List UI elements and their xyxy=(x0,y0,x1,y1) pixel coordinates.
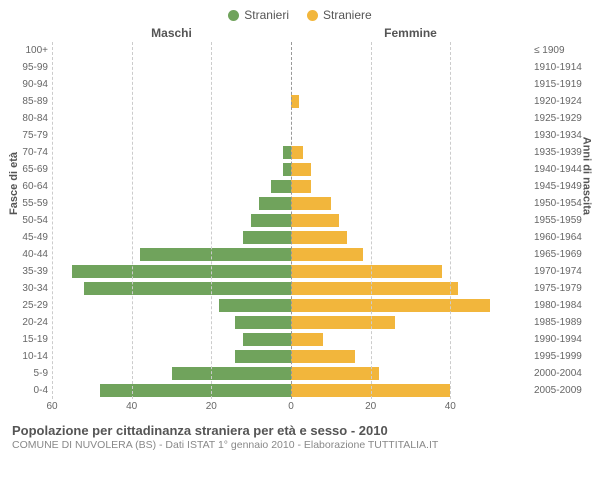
bar-female xyxy=(291,163,311,176)
bar-female xyxy=(291,231,347,244)
age-group-label: 5-9 xyxy=(10,365,48,382)
bar-female xyxy=(291,180,311,193)
y-axis-label-left: Fasce di età xyxy=(8,152,20,215)
x-tick-label: 20 xyxy=(365,401,376,412)
population-pyramid-chart: Stranieri Straniere Maschi Femmine Fasce… xyxy=(0,0,600,459)
birth-year-label: 1960-1964 xyxy=(534,229,590,246)
birth-year-label: 1980-1984 xyxy=(534,297,590,314)
chart-subtitle: COMUNE DI NUVOLERA (BS) - Dati ISTAT 1° … xyxy=(12,439,588,451)
y-axis-label-right: Anni di nascita xyxy=(580,136,592,214)
bar-female xyxy=(291,299,490,312)
x-tick-label: 0 xyxy=(288,401,294,412)
legend-item-female: Straniere xyxy=(307,8,372,22)
chart-footer: Popolazione per cittadinanza straniera p… xyxy=(10,423,590,459)
bar-female xyxy=(291,95,299,108)
bar-male xyxy=(100,384,291,397)
birth-year-label: 2005-2009 xyxy=(534,382,590,399)
age-group-label: 25-29 xyxy=(10,297,48,314)
birth-year-label: 1965-1969 xyxy=(534,246,590,263)
bar-female xyxy=(291,350,355,363)
age-group-label: 30-34 xyxy=(10,280,48,297)
center-axis-line xyxy=(291,42,292,399)
x-tick-label: 60 xyxy=(46,401,57,412)
bar-female xyxy=(291,384,450,397)
birth-year-label: 1915-1919 xyxy=(534,76,590,93)
bar-male xyxy=(235,316,291,329)
side-title-female: Femmine xyxy=(291,26,530,40)
side-title-male: Maschi xyxy=(52,26,291,40)
y-axis-left: 100+95-9990-9485-8980-8475-7970-7465-696… xyxy=(10,42,52,399)
bar-female xyxy=(291,333,323,346)
age-group-label: 85-89 xyxy=(10,93,48,110)
legend-item-male: Stranieri xyxy=(228,8,289,22)
birth-year-label: 1925-1929 xyxy=(534,110,590,127)
legend-swatch-female xyxy=(307,10,318,21)
bar-male xyxy=(259,197,291,210)
bar-male xyxy=(283,163,291,176)
bar-female xyxy=(291,316,395,329)
age-group-label: 20-24 xyxy=(10,314,48,331)
bar-male xyxy=(72,265,291,278)
birth-year-label: 1970-1974 xyxy=(534,263,590,280)
y-axis-right: ≤ 19091910-19141915-19191920-19241925-19… xyxy=(530,42,590,399)
bar-male xyxy=(84,282,291,295)
age-group-label: 75-79 xyxy=(10,127,48,144)
birth-year-label: 1995-1999 xyxy=(534,348,590,365)
birth-year-label: 2000-2004 xyxy=(534,365,590,382)
bar-female xyxy=(291,248,363,261)
bar-male xyxy=(219,299,291,312)
x-axis: 60 40 20 0 20 40 xyxy=(10,401,590,415)
bar-female xyxy=(291,367,379,380)
age-group-label: 45-49 xyxy=(10,229,48,246)
birth-year-label: 1910-1914 xyxy=(534,59,590,76)
age-group-label: 40-44 xyxy=(10,246,48,263)
bar-male xyxy=(235,350,291,363)
age-group-label: 0-4 xyxy=(10,382,48,399)
bar-female xyxy=(291,214,339,227)
plot-area: Fasce di età Anni di nascita 100+95-9990… xyxy=(10,42,590,399)
bar-male xyxy=(243,333,291,346)
chart-title: Popolazione per cittadinanza straniera p… xyxy=(12,423,588,438)
bar-female xyxy=(291,265,442,278)
birth-year-label: 1975-1979 xyxy=(534,280,590,297)
birth-year-label: 1985-1989 xyxy=(534,314,590,331)
age-group-label: 80-84 xyxy=(10,110,48,127)
bar-male xyxy=(172,367,292,380)
age-group-label: 35-39 xyxy=(10,263,48,280)
bar-male xyxy=(243,231,291,244)
legend-label-female: Straniere xyxy=(323,8,372,22)
age-group-label: 15-19 xyxy=(10,331,48,348)
bar-female xyxy=(291,197,331,210)
bar-male xyxy=(140,248,291,261)
x-tick-label: 20 xyxy=(206,401,217,412)
bar-male xyxy=(283,146,291,159)
bar-female xyxy=(291,146,303,159)
birth-year-label: ≤ 1909 xyxy=(534,42,590,59)
x-tick-label: 40 xyxy=(126,401,137,412)
legend: Stranieri Straniere xyxy=(10,8,590,22)
legend-label-male: Stranieri xyxy=(244,8,289,22)
birth-year-label: 1920-1924 xyxy=(534,93,590,110)
age-group-label: 100+ xyxy=(10,42,48,59)
age-group-label: 10-14 xyxy=(10,348,48,365)
legend-swatch-male xyxy=(228,10,239,21)
bar-male xyxy=(251,214,291,227)
bars-container xyxy=(52,42,530,399)
age-group-label: 95-99 xyxy=(10,59,48,76)
x-tick-label: 40 xyxy=(445,401,456,412)
birth-year-label: 1990-1994 xyxy=(534,331,590,348)
age-group-label: 90-94 xyxy=(10,76,48,93)
bar-female xyxy=(291,282,458,295)
side-titles: Maschi Femmine xyxy=(10,26,590,40)
bar-male xyxy=(271,180,291,193)
